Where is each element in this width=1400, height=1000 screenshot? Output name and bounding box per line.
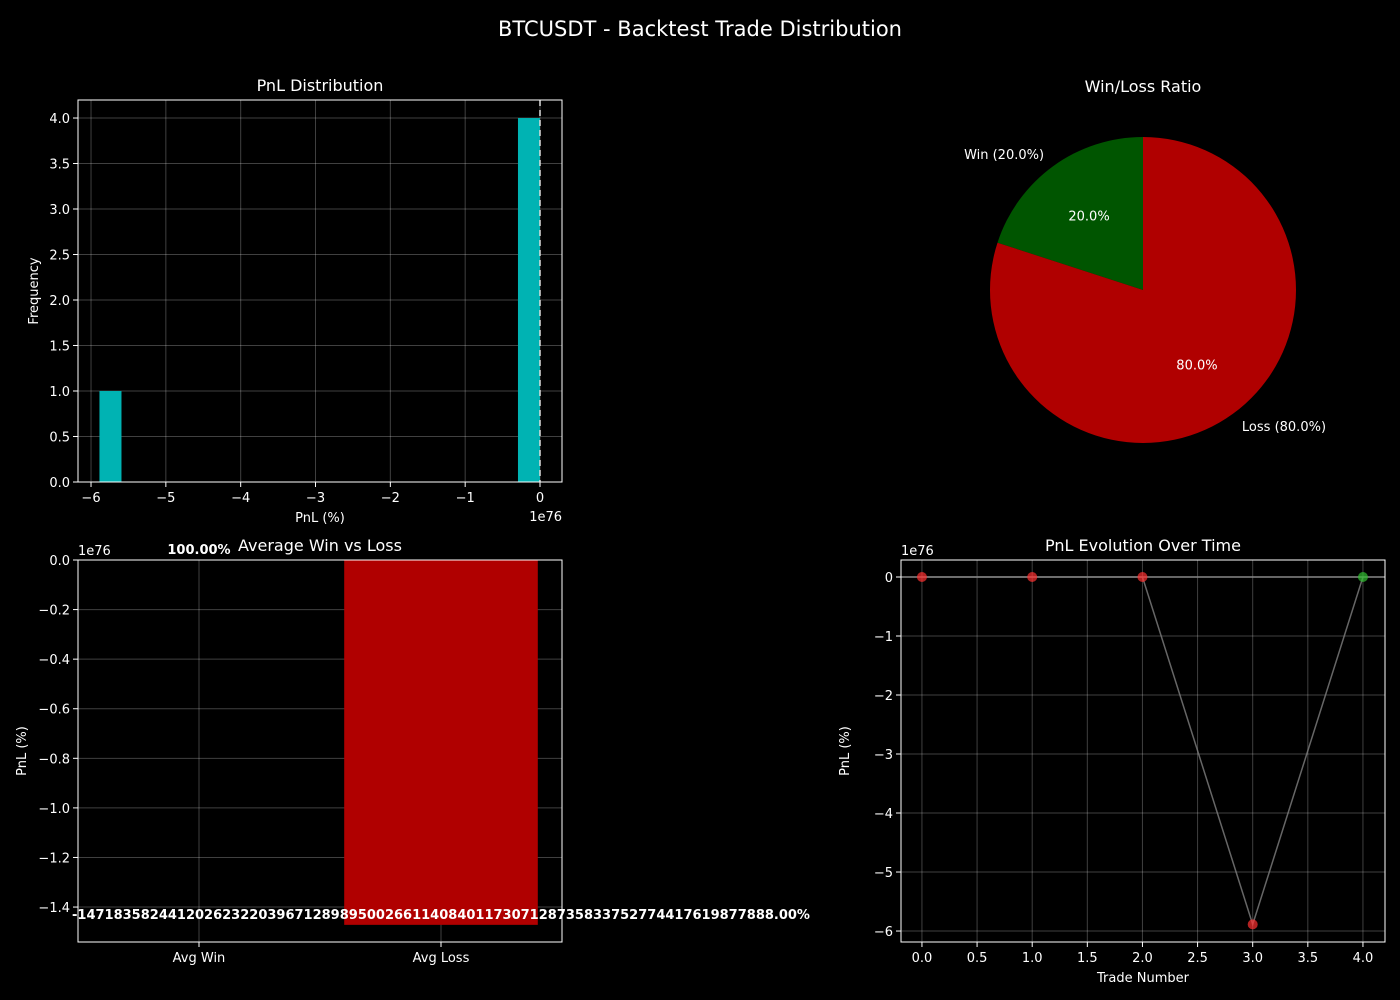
slice-label: Loss (80.0%) — [1242, 420, 1326, 435]
x-tick-label: 3.0 — [1242, 951, 1263, 966]
x-tick-label: −5 — [156, 491, 175, 506]
x-tick-label: 0.0 — [912, 951, 933, 966]
axes-frame — [77, 99, 563, 483]
trade-point — [1357, 571, 1368, 582]
axes-title: PnL Evolution Over Time — [1045, 536, 1241, 555]
y-tick-label: −0.4 — [38, 653, 70, 668]
slice-percent: 80.0% — [1176, 358, 1217, 373]
y-axis-label: PnL (%) — [15, 726, 30, 776]
x-tick-label: 3.5 — [1297, 951, 1318, 966]
y-tick-label: 3.0 — [49, 203, 70, 218]
y-tick-label: 1.5 — [49, 340, 70, 355]
x-tick-label: 2.5 — [1187, 951, 1208, 966]
y-tick-label: −0.2 — [38, 604, 70, 619]
x-tick-label: −6 — [81, 491, 100, 506]
pie-slice — [997, 137, 1143, 290]
offset-label: 1e76 — [529, 510, 562, 525]
y-tick-label: −4 — [874, 807, 893, 822]
y-tick-label: −6 — [874, 925, 893, 940]
y-tick-label: 0.0 — [49, 476, 70, 491]
x-tick-label: Avg Loss — [413, 951, 470, 966]
y-tick-label: −1.0 — [38, 802, 70, 817]
y-tick-label: −5 — [874, 866, 893, 881]
y-tick-label: −1 — [874, 630, 893, 645]
offset-label: 1e76 — [78, 544, 111, 559]
x-tick-label: −1 — [456, 491, 475, 506]
y-tick-label: −3 — [874, 748, 893, 763]
offset-label: 1e76 — [901, 544, 934, 559]
x-axis-label: Trade Number — [1096, 971, 1190, 986]
trade-point — [916, 571, 927, 582]
trade-point — [1247, 919, 1258, 930]
x-tick-label: 1.0 — [1022, 951, 1043, 966]
axes-title: PnL Distribution — [257, 76, 384, 95]
y-tick-label: 0.5 — [49, 431, 70, 446]
x-axis-label: PnL (%) — [295, 511, 345, 526]
axes-frame — [77, 559, 563, 943]
y-tick-label: −1.4 — [38, 901, 70, 916]
axes-title: Average Win vs Loss — [238, 536, 402, 555]
histogram-bar — [517, 118, 540, 482]
x-tick-label: 4.0 — [1353, 951, 1374, 966]
y-tick-label: 0 — [885, 571, 893, 586]
x-tick-label: −3 — [306, 491, 325, 506]
x-tick-label: −4 — [231, 491, 250, 506]
x-tick-label: 0 — [536, 491, 544, 506]
y-axis-label: Frequency — [27, 257, 42, 324]
bar — [344, 560, 538, 925]
figure-title: BTCUSDT - Backtest Trade Distribution — [498, 17, 902, 41]
axes-frame — [900, 559, 1386, 943]
x-tick-label: Avg Win — [173, 951, 226, 966]
x-tick-label: 2.0 — [1132, 951, 1153, 966]
slice-percent: 20.0% — [1068, 210, 1109, 225]
y-tick-label: −1.2 — [38, 851, 70, 866]
trade-point — [1137, 571, 1148, 582]
y-tick-label: −2 — [874, 689, 893, 704]
histogram-bar — [99, 391, 122, 482]
trade-point — [1027, 571, 1038, 582]
y-tick-label: −0.8 — [38, 752, 70, 767]
y-tick-label: 0.0 — [49, 554, 70, 569]
y-tick-label: 2.5 — [49, 249, 70, 264]
y-tick-label: 3.5 — [49, 158, 70, 173]
pie-slice — [990, 137, 1296, 443]
x-tick-label: 1.5 — [1077, 951, 1098, 966]
value-label: -147183582441202623220396712898950026611… — [72, 908, 810, 923]
x-tick-label: −2 — [381, 491, 400, 506]
y-tick-label: 2.0 — [49, 294, 70, 309]
y-axis-label: PnL (%) — [838, 726, 853, 776]
slice-label: Win (20.0%) — [964, 148, 1044, 163]
y-tick-label: −0.6 — [38, 703, 70, 718]
x-tick-label: 0.5 — [967, 951, 988, 966]
value-label: 100.00% — [167, 543, 230, 558]
axes-title: Win/Loss Ratio — [1085, 77, 1202, 96]
y-tick-label: 1.0 — [49, 385, 70, 400]
y-tick-label: 4.0 — [49, 112, 70, 127]
